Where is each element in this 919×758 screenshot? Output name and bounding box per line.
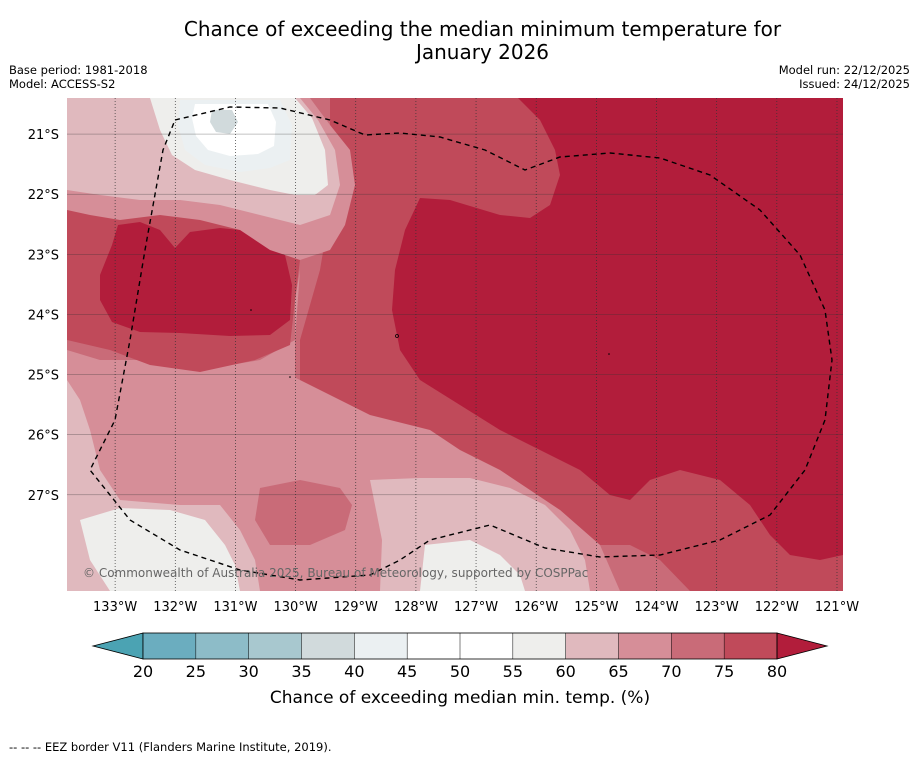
colorbar-bin <box>565 633 619 659</box>
colorbar-tick-label: 50 <box>450 662 470 681</box>
copyright-text: © Commonwealth of Australia 2025, Bureau… <box>83 566 588 580</box>
contour-60-south <box>420 540 525 591</box>
meta-right: Model run: 22/12/2025 Issued: 24/12/2025 <box>779 63 910 91</box>
chart-title-line1: Chance of exceeding the median minimum t… <box>183 17 782 41</box>
y-tick-label: 21°S <box>28 128 59 143</box>
colorbar-tick-label: 20 <box>133 662 153 681</box>
eez-footer-note: -- -- -- EEZ border V11 (Flanders Marine… <box>9 740 332 754</box>
x-tick-label: 130°W <box>274 600 318 615</box>
colorbar-bin <box>460 633 513 659</box>
colorbar-tick-label: 35 <box>291 662 311 681</box>
colorbar-tick-label: 65 <box>608 662 628 681</box>
y-tick-label: 27°S <box>28 489 59 504</box>
contour-40-north <box>210 110 238 134</box>
colorbar-bin <box>407 633 460 659</box>
colorbar-extend-low <box>91 632 144 660</box>
chart-title-line2: January 2026 <box>415 40 550 64</box>
base-period-label: Base period: 1981-2018 <box>9 63 148 77</box>
colorbar-tick-label: 75 <box>714 662 734 681</box>
x-tick-label: 123°W <box>695 600 739 615</box>
colorbar-bin <box>512 633 566 659</box>
x-tick-label: 127°W <box>454 600 498 615</box>
model-run-label: Model run: 22/12/2025 <box>778 63 910 77</box>
x-tick-label: 126°W <box>514 600 558 615</box>
eez-border <box>89 106 833 581</box>
island-marker-3 <box>289 376 291 378</box>
issued-label: Issued: 24/12/2025 <box>799 77 910 91</box>
island-marker-2 <box>250 309 252 311</box>
contour-85-west <box>100 222 292 336</box>
y-tick-labels: 21°S 22°S 23°S 24°S 25°S 26°S 27°S <box>28 128 59 504</box>
colorbar-bin <box>354 633 408 659</box>
x-tick-label: 128°W <box>394 600 438 615</box>
x-tick-label: 132°W <box>153 600 197 615</box>
contour-60-southwest <box>80 508 240 591</box>
colorbar-tick-label: 60 <box>555 662 575 681</box>
colorbar-tick-label: 45 <box>397 662 417 681</box>
colorbar-bin <box>618 633 672 659</box>
colorbar-tick-label: 30 <box>238 662 258 681</box>
map-plot-area <box>67 98 843 591</box>
colorbar-tick-label: 40 <box>344 662 364 681</box>
y-tick-label: 26°S <box>28 429 59 444</box>
y-tick-label: 23°S <box>28 248 59 263</box>
contour-85-east <box>392 98 843 560</box>
x-tick-label: 133°W <box>93 600 137 615</box>
model-label: Model: ACCESS-S2 <box>9 77 116 91</box>
colorbar-bin <box>143 633 196 659</box>
colorbar-bin <box>671 633 725 659</box>
colorbar-label: Chance of exceeding median min. temp. (%… <box>270 688 650 708</box>
contour-75-south-patch <box>255 480 352 545</box>
island-marker-4 <box>608 353 610 355</box>
colorbar-extend-high <box>776 632 829 660</box>
y-tick-label: 25°S <box>28 369 59 384</box>
colorbar-tick-label: 55 <box>503 662 523 681</box>
colorbar <box>91 632 829 660</box>
map-grid <box>67 98 843 591</box>
meta-left: Base period: 1981-2018 Model: ACCESS-S2 <box>9 63 148 91</box>
y-tick-label: 24°S <box>28 308 59 323</box>
colorbar-tick-labels: 20 25 30 35 40 45 50 55 60 65 70 75 80 <box>133 662 787 681</box>
chart-title: Chance of exceeding the median minimum t… <box>0 18 919 64</box>
colorbar-tick-label: 70 <box>661 662 681 681</box>
colorbar-bin <box>301 633 355 659</box>
x-tick-labels: 133°W 132°W 131°W 130°W 129°W 128°W 127°W 126°W… <box>93 600 859 615</box>
colorbar-tick-label: 25 <box>186 662 206 681</box>
colorbar-bin <box>195 633 249 659</box>
x-tick-label: 125°W <box>574 600 618 615</box>
x-tick-label: 129°W <box>334 600 378 615</box>
colorbar-tick-label: 80 <box>767 662 787 681</box>
x-tick-label: 124°W <box>634 600 678 615</box>
island-marker-1 <box>395 334 399 338</box>
colorbar-bin <box>724 633 777 659</box>
y-tick-label: 22°S <box>28 188 59 203</box>
x-tick-label: 121°W <box>815 600 859 615</box>
x-tick-label: 131°W <box>213 600 257 615</box>
x-tick-label: 122°W <box>755 600 799 615</box>
colorbar-bin <box>248 633 302 659</box>
